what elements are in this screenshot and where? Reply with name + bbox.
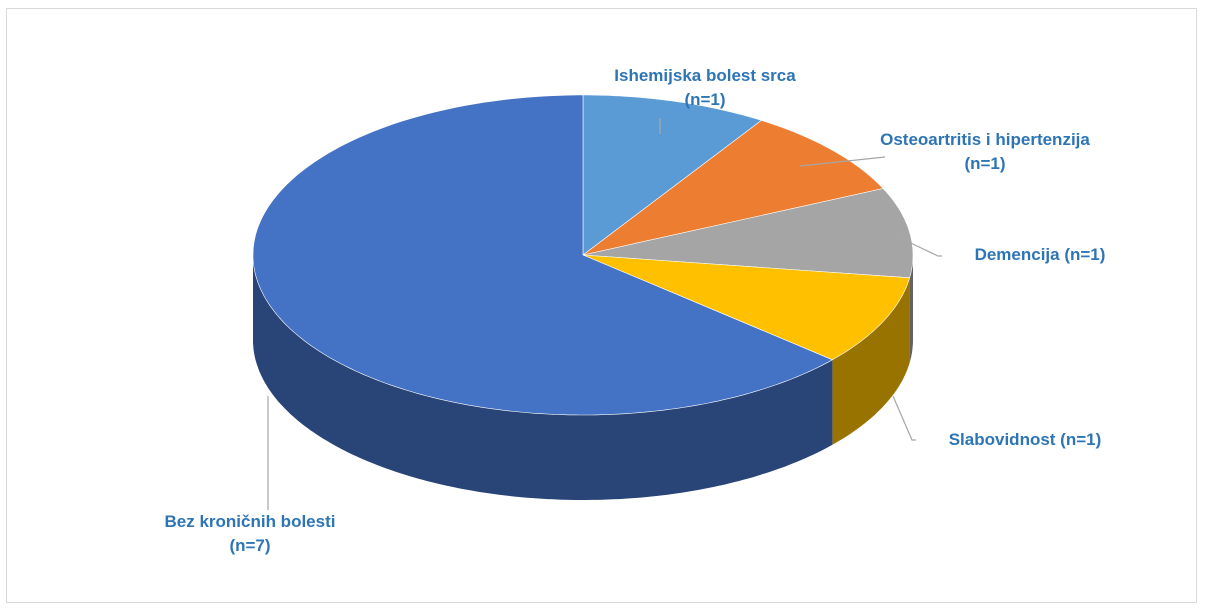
slice (252, 94, 834, 416)
data-label: Slabovidnost (n=1) (948, 430, 1102, 449)
leader-line (799, 156, 886, 167)
slice (582, 188, 914, 279)
data-label: Osteoartritis i hipertenzija (n=1) (880, 130, 1090, 173)
slice-side (909, 255, 913, 363)
leader-line (892, 395, 916, 441)
leader-lines (267, 118, 942, 510)
slices (252, 94, 914, 500)
slice-side (253, 255, 833, 500)
data-label: Demencija (n=1) (974, 245, 1106, 264)
slice (582, 254, 910, 361)
data-label: Ishemijska bolest srca (n=1) (614, 66, 796, 109)
leader-line (895, 235, 942, 257)
slice (582, 120, 884, 256)
data-label: Bez kroničnih bolesti (n=7) (164, 512, 336, 555)
slice-side (832, 277, 910, 445)
slice (582, 94, 763, 256)
